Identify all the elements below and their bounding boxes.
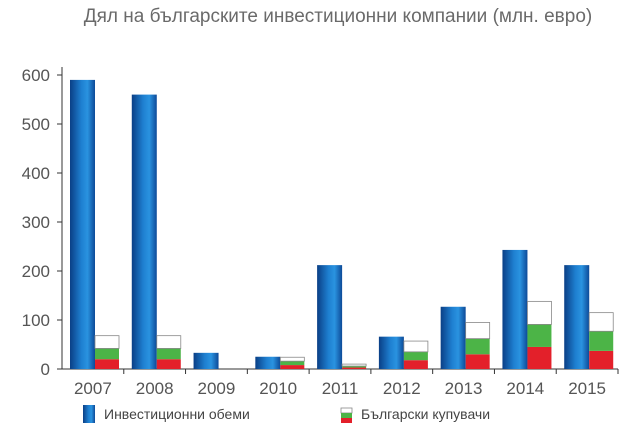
y-tick-label-0: 0 bbox=[41, 360, 50, 379]
bar-investment-2012 bbox=[378, 336, 404, 369]
bar-bulgarian-red-2008 bbox=[156, 359, 181, 369]
bar-bulgarian-red-2014 bbox=[527, 346, 552, 369]
x-tick-label-2014: 2014 bbox=[506, 379, 544, 398]
bar-bulgarian-red-2010 bbox=[280, 365, 305, 369]
bar-bulgarian-red-2013 bbox=[465, 354, 490, 369]
x-tick-label-2008: 2008 bbox=[136, 379, 174, 398]
bar-bulgarian-green-2008 bbox=[156, 348, 181, 360]
legend-label-investment: Инвестиционни обеми bbox=[104, 406, 250, 422]
legend-swatch-bulgarian-buyers bbox=[340, 407, 353, 423]
bar-investment-2007 bbox=[70, 79, 95, 370]
plot-area: 0 100 200 300 400 500 600 2007 2008 2009 2010 2011 2… bbox=[22, 66, 619, 398]
x-tick-label-2010: 2010 bbox=[259, 379, 297, 398]
x-tick-label-2012: 2012 bbox=[383, 379, 421, 398]
y-tick-label-300: 300 bbox=[22, 213, 50, 232]
y-tick-label-500: 500 bbox=[22, 115, 50, 134]
bar-bulgarian-green-2014 bbox=[527, 324, 552, 347]
bar-investment-2015 bbox=[564, 265, 590, 369]
bar-investment-2009 bbox=[193, 352, 219, 369]
legend-swatch-investment bbox=[83, 405, 95, 423]
bar-bulgarian-white-2007 bbox=[94, 335, 120, 349]
bar-investment-2010 bbox=[255, 356, 281, 369]
bar-investment-2011 bbox=[317, 265, 343, 369]
bar-investment-2008 bbox=[131, 94, 157, 369]
x-tick-label-2015: 2015 bbox=[568, 379, 606, 398]
bar-investment-2013 bbox=[440, 306, 466, 369]
bar-investment-2014 bbox=[502, 249, 528, 369]
legend: Инвестиционни обеми Български купувачи bbox=[83, 405, 490, 423]
x-tick-label-2009: 2009 bbox=[198, 379, 236, 398]
x-tick-label-2013: 2013 bbox=[445, 379, 483, 398]
bar-bulgarian-green-2013 bbox=[465, 338, 490, 355]
bar-bulgarian-green-2010 bbox=[280, 361, 305, 366]
x-tick-label-2011: 2011 bbox=[322, 379, 359, 398]
bar-bulgarian-red-2012 bbox=[403, 360, 428, 369]
bar-bulgarian-white-2014 bbox=[527, 300, 552, 325]
bar-bulgarian-red-2007 bbox=[95, 359, 119, 369]
bar-bulgarian-white-2008 bbox=[156, 335, 182, 349]
bar-bulgarian-red-2011 bbox=[342, 367, 367, 369]
bar-bulgarian-white-2012 bbox=[403, 340, 429, 353]
chart-title: Дял на българските инвестиционни компани… bbox=[84, 6, 592, 27]
bar-bulgarian-white-2013 bbox=[465, 322, 491, 340]
bar-bulgarian-green-2011 bbox=[342, 366, 367, 368]
bar-bulgarian-green-2015 bbox=[589, 331, 614, 351]
bar-bulgarian-green-2007 bbox=[95, 348, 119, 360]
y-tick-label-600: 600 bbox=[22, 66, 50, 85]
legend-label-bulgarian-buyers: Български купувачи bbox=[361, 406, 490, 422]
y-tick-label-400: 400 bbox=[22, 164, 50, 183]
bar-bulgarian-red-2015 bbox=[589, 350, 614, 369]
y-tick-label-100: 100 bbox=[22, 311, 50, 330]
x-tick-label-2007: 2007 bbox=[74, 379, 112, 398]
bar-bulgarian-white-2011 bbox=[341, 363, 367, 367]
y-tick-label-200: 200 bbox=[22, 262, 50, 281]
bar-bulgarian-white-2010 bbox=[279, 356, 305, 362]
bar-bulgarian-white-2015 bbox=[588, 312, 614, 332]
bar-bulgarian-green-2012 bbox=[403, 351, 428, 361]
